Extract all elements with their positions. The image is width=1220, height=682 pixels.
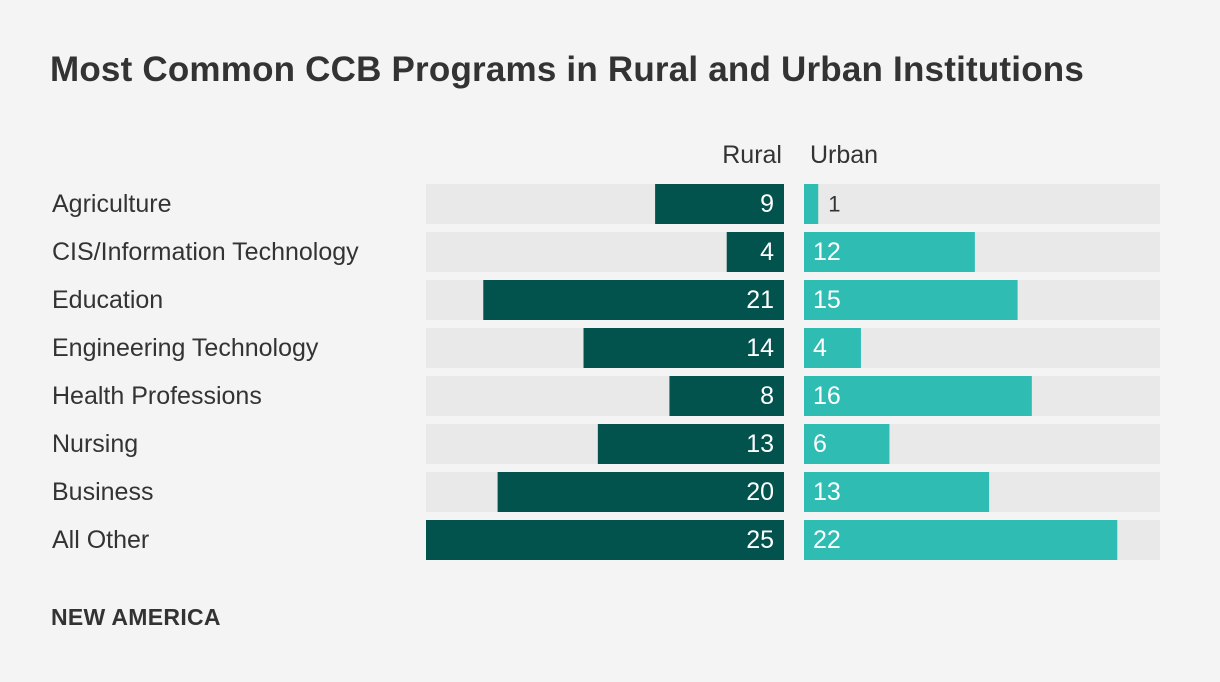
- bar-urban-cis-information-technology: [804, 232, 975, 272]
- category-label-health-professions: Health Professions: [52, 382, 262, 410]
- value-rural-health-professions: 8: [760, 382, 774, 410]
- value-rural-nursing: 13: [746, 430, 774, 458]
- legend-urban: Urban: [810, 141, 878, 169]
- bar-urban-health-professions: [804, 376, 1032, 416]
- value-rural-cis-information-technology: 4: [760, 238, 774, 266]
- category-label-all-other: All Other: [52, 526, 149, 554]
- category-label-cis-information-technology: CIS/Information Technology: [52, 238, 359, 266]
- category-label-agriculture: Agriculture: [52, 190, 172, 218]
- bar-urban-agriculture: [804, 184, 819, 224]
- bar-urban-all-other: [804, 520, 1118, 560]
- category-label-nursing: Nursing: [52, 430, 138, 458]
- track-rural-cis-information-technology: [426, 232, 784, 272]
- category-label-education: Education: [52, 286, 163, 314]
- bar-rural-nursing: [597, 424, 784, 464]
- value-urban-health-professions: 16: [813, 382, 841, 410]
- bar-urban-nursing: [804, 424, 890, 464]
- value-urban-engineering-technology: 4: [813, 334, 827, 362]
- value-urban-cis-information-technology: 12: [813, 238, 841, 266]
- value-rural-agriculture: 9: [760, 190, 774, 218]
- bar-rural-cis-information-technology: [726, 232, 784, 272]
- value-urban-nursing: 6: [813, 430, 827, 458]
- value-rural-education: 21: [746, 286, 774, 314]
- bar-urban-education: [804, 280, 1018, 320]
- value-rural-all-other: 25: [746, 526, 774, 554]
- bar-urban-business: [804, 472, 990, 512]
- value-rural-business: 20: [746, 478, 774, 506]
- brand-logo-text: NEW AMERICA: [51, 604, 221, 630]
- chart-title: Most Common CCB Programs in Rural and Ur…: [50, 50, 1085, 89]
- value-urban-all-other: 22: [813, 526, 841, 554]
- bar-rural-education: [483, 280, 784, 320]
- track-urban-agriculture: [804, 184, 1160, 224]
- bar-rural-agriculture: [655, 184, 784, 224]
- category-label-engineering-technology: Engineering Technology: [52, 334, 319, 362]
- bar-rural-all-other: [426, 520, 784, 560]
- value-urban-agriculture: 1: [828, 192, 840, 217]
- value-urban-education: 15: [813, 286, 841, 314]
- legend-rural: Rural: [722, 141, 782, 169]
- bar-urban-engineering-technology: [804, 328, 861, 368]
- bar-rural-health-professions: [669, 376, 784, 416]
- category-label-business: Business: [52, 478, 153, 506]
- bar-rural-engineering-technology: [583, 328, 784, 368]
- value-rural-engineering-technology: 14: [746, 334, 774, 362]
- bar-rural-business: [497, 472, 784, 512]
- value-urban-business: 13: [813, 478, 841, 506]
- track-urban-engineering-technology: [804, 328, 1160, 368]
